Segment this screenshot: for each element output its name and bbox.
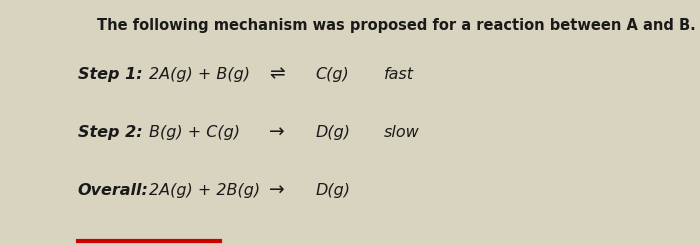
Text: →: → bbox=[270, 123, 285, 142]
Text: C(g): C(g) bbox=[316, 67, 349, 82]
Text: slow: slow bbox=[384, 125, 419, 140]
Text: →: → bbox=[270, 181, 285, 200]
Text: Step 1:: Step 1: bbox=[78, 67, 143, 82]
Text: 2A(g) + 2B(g): 2A(g) + 2B(g) bbox=[149, 183, 260, 198]
Text: Step 2:: Step 2: bbox=[78, 125, 143, 140]
Text: The following mechanism was proposed for a reaction between A and B.: The following mechanism was proposed for… bbox=[97, 18, 696, 33]
Text: D(g): D(g) bbox=[316, 183, 351, 198]
Text: Overall:: Overall: bbox=[78, 183, 148, 198]
Text: ⇌: ⇌ bbox=[270, 64, 285, 84]
Text: fast: fast bbox=[384, 67, 414, 82]
Text: D(g): D(g) bbox=[316, 125, 351, 140]
Text: B(g) + C(g): B(g) + C(g) bbox=[149, 125, 240, 140]
Text: 2A(g) + B(g): 2A(g) + B(g) bbox=[149, 67, 250, 82]
